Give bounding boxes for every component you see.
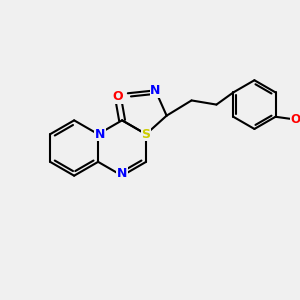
Text: S: S xyxy=(142,128,151,141)
Text: N: N xyxy=(150,84,161,97)
Text: O: O xyxy=(112,90,123,103)
Text: N: N xyxy=(95,128,105,141)
Text: N: N xyxy=(117,167,127,180)
Text: O: O xyxy=(290,113,300,126)
